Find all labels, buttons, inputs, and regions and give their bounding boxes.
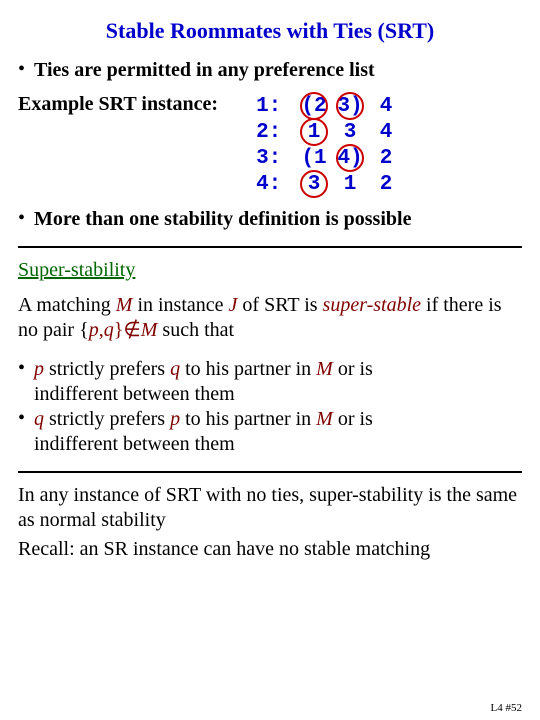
pref-cell: 3)	[332, 93, 368, 119]
pref-cell: 1	[296, 119, 332, 145]
pref-label: 3:	[256, 145, 296, 171]
bullet-dot: •	[18, 58, 34, 83]
pref-label: 2:	[256, 119, 296, 145]
bullet-ties-permitted: • Ties are permitted in any preference l…	[18, 58, 522, 83]
bullet-dot: •	[18, 357, 34, 382]
bullet-dot: •	[18, 407, 34, 432]
pref-cell: 4	[368, 119, 404, 145]
pref-cell: 2	[368, 145, 404, 171]
pref-row-4: 4: 3 1 2	[256, 171, 404, 197]
page-title: Stable Roommates with Ties (SRT)	[18, 18, 522, 44]
closing-1: In any instance of SRT with no ties, sup…	[18, 483, 522, 533]
pref-row-2: 2: 1 3 4	[256, 119, 404, 145]
bullet-more-defs-text: More than one stability definition is po…	[34, 207, 522, 232]
pref-cell: 1	[332, 171, 368, 197]
pref-label: 1:	[256, 93, 296, 119]
bullet-more-defs: • More than one stability definition is …	[18, 207, 522, 232]
closing-2: Recall: an SR instance can have no stabl…	[18, 537, 522, 562]
preference-grid: 1: (2 3) 4 2: 1 3 4 3: (1 4) 2 4: 3 1	[256, 93, 404, 197]
pref-cell: 2	[368, 171, 404, 197]
pref-cell: (2	[296, 93, 332, 119]
section-heading: Super-stability	[18, 258, 522, 283]
divider-line	[18, 471, 522, 473]
pref-cell: 3	[296, 171, 332, 197]
example-block: Example SRT instance: 1: (2 3) 4 2: 1 3 …	[18, 93, 522, 197]
bullet-cond-q: • q strictly prefers p to his partner in…	[18, 407, 522, 432]
bullet-cond-q-text: q strictly prefers p to his partner in M…	[34, 407, 522, 432]
pref-cell: 3	[332, 119, 368, 145]
divider-line	[18, 246, 522, 248]
pref-label: 4:	[256, 171, 296, 197]
bullet-ties-text: Ties are permitted in any preference lis…	[34, 58, 522, 83]
pref-row-3: 3: (1 4) 2	[256, 145, 404, 171]
pref-cell: 4	[368, 93, 404, 119]
bullet-cond-p: • p strictly prefers q to his partner in…	[18, 357, 522, 382]
pref-cell: (1	[296, 145, 332, 171]
bullet-cond-q-line2: indifferent between them	[18, 432, 522, 457]
pref-row-1: 1: (2 3) 4	[256, 93, 404, 119]
example-label: Example SRT instance:	[18, 93, 218, 116]
bullet-cond-p-text: p strictly prefers q to his partner in M…	[34, 357, 522, 382]
footer-page-number: L4 #52	[491, 702, 522, 714]
pref-cell: 4)	[332, 145, 368, 171]
superstable-sentence: A matching M in instance J of SRT is sup…	[18, 293, 522, 343]
bullet-cond-p-line2: indifferent between them	[18, 382, 522, 407]
bullet-dot: •	[18, 207, 34, 232]
